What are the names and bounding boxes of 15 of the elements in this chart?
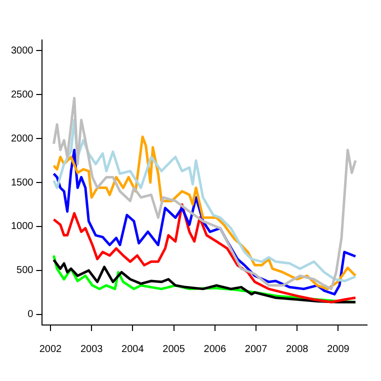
y-tick-label: 2000	[10, 133, 34, 144]
x-tick-label: 2004	[122, 344, 144, 355]
y-tick-label: 0	[28, 309, 34, 320]
x-tick-label: 2007	[244, 344, 268, 355]
y-tick-label: 1000	[10, 221, 34, 232]
y-tick-label: 3000	[10, 45, 34, 56]
x-tick-label: 2003	[80, 344, 104, 355]
x-tick-label: 2008	[286, 344, 309, 355]
y-tick-label: 500	[16, 265, 34, 276]
x-tick-label: 2006	[204, 344, 226, 355]
x-tick-label: 2009	[327, 344, 350, 355]
x-tick-label: 2002	[39, 344, 62, 355]
x-tick-label: 2005	[162, 344, 186, 355]
y-tick-label: 1500	[10, 177, 34, 188]
y-tick-label: 2500	[10, 89, 34, 100]
